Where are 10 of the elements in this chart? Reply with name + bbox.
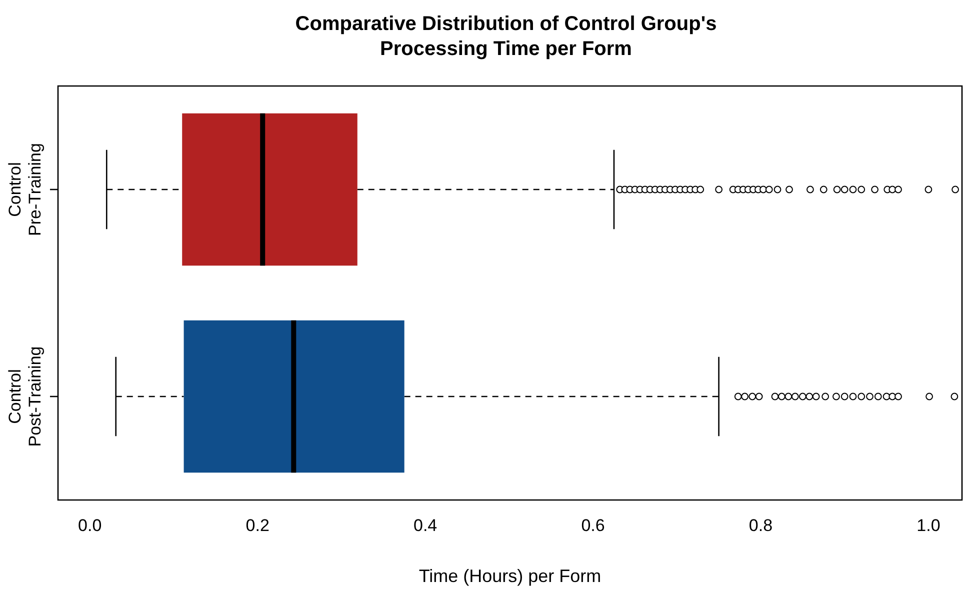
x-tick-label: 0.4	[413, 516, 438, 535]
x-tick-label: 0.6	[581, 516, 605, 535]
y-tick-label: Control Post-Training	[6, 346, 45, 447]
x-tick-label: 0.8	[748, 516, 773, 535]
x-tick-label: 1.0	[916, 516, 940, 535]
chart-title: Comparative Distribution of Control Group's Processing Time per Form	[295, 13, 717, 60]
y-tick-label: Control Pre-Training	[6, 143, 45, 236]
x-tick-label: 0.0	[78, 516, 102, 535]
x-tick-label: 0.2	[246, 516, 270, 535]
x-axis-title: Time (Hours) per Form	[418, 566, 602, 586]
